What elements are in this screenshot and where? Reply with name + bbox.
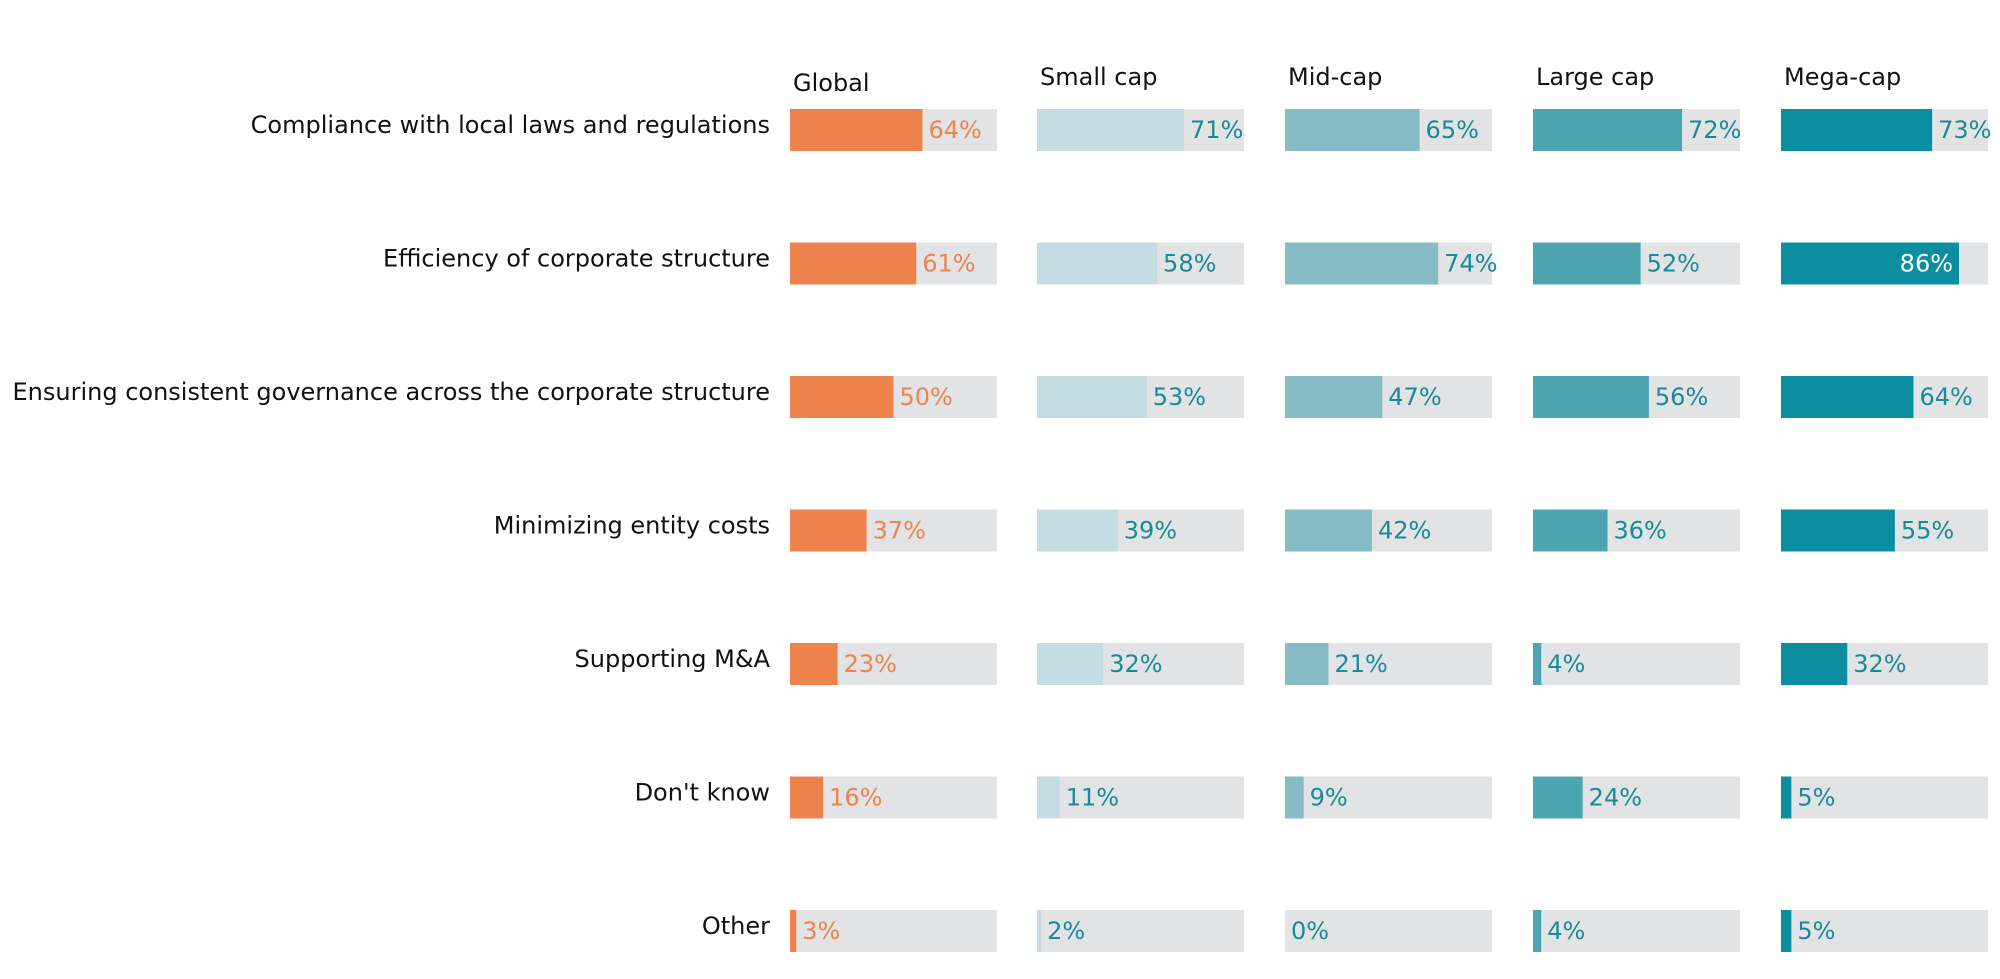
bar-track <box>790 776 997 819</box>
bar-track <box>1037 776 1244 819</box>
data-label: 11% <box>1066 784 1119 812</box>
data-label: 23% <box>844 650 897 678</box>
data-label: 32% <box>1853 650 1906 678</box>
bar-track <box>1781 776 1988 819</box>
bar-track <box>1285 776 1492 819</box>
data-label: 37% <box>873 517 926 545</box>
bar-track <box>1533 910 1740 952</box>
row-labels: Compliance with local laws and regulatio… <box>13 111 771 940</box>
bar <box>790 376 894 418</box>
panel-mega-cap: Mega-cap 73% 86% 64% 55% 32% 5% 5% <box>1781 63 1991 952</box>
bar <box>1781 376 1914 418</box>
data-label: 56% <box>1655 383 1708 411</box>
data-label: 5% <box>1797 784 1835 812</box>
bar <box>1533 776 1583 819</box>
category-label: Ensuring consistent governance across th… <box>13 378 770 406</box>
bar <box>1781 509 1895 552</box>
data-label: 74% <box>1444 250 1497 278</box>
data-label: 39% <box>1124 517 1177 545</box>
bar <box>790 643 838 685</box>
bar <box>1781 242 1960 285</box>
bar <box>790 910 797 952</box>
data-label: 36% <box>1614 517 1667 545</box>
bar-track <box>1781 910 1988 952</box>
bar <box>1037 242 1158 285</box>
bar <box>1285 776 1304 819</box>
series-header: Mega-cap <box>1784 63 1901 91</box>
data-label: 53% <box>1153 383 1206 411</box>
bar <box>1533 910 1542 952</box>
category-label: Efficiency of corporate structure <box>383 245 770 273</box>
data-label: 72% <box>1688 116 1741 144</box>
data-label: 86% <box>1900 250 1953 278</box>
bar <box>1533 376 1649 418</box>
bar <box>1037 776 1060 819</box>
data-label: 55% <box>1901 517 1954 545</box>
bar <box>1037 643 1104 685</box>
panel-global: Global 64% 61% 50% 37% 23% 16% 3% <box>790 69 997 952</box>
category-label: Other <box>702 912 770 940</box>
bar <box>1285 643 1329 685</box>
panel-large-cap: Large cap 72% 52% 56% 36% 4% 24% 4% <box>1533 63 1741 952</box>
data-label: 64% <box>1919 383 1972 411</box>
bar-track <box>790 910 997 952</box>
category-label: Don't know <box>635 779 770 807</box>
bar-track <box>1037 910 1244 952</box>
data-label: 2% <box>1047 917 1085 945</box>
data-label: 5% <box>1797 917 1835 945</box>
bar <box>790 109 923 151</box>
bar <box>1781 643 1848 685</box>
bar <box>1533 509 1608 552</box>
data-label: 64% <box>928 116 981 144</box>
data-label: 24% <box>1589 784 1642 812</box>
bar <box>1037 509 1118 552</box>
bar <box>1781 109 1933 151</box>
category-label: Minimizing entity costs <box>494 512 770 540</box>
data-label: 4% <box>1547 917 1585 945</box>
data-label: 50% <box>900 383 953 411</box>
data-label: 0% <box>1291 917 1329 945</box>
data-label: 65% <box>1426 116 1479 144</box>
bar <box>1533 643 1542 685</box>
panels: Global 64% 61% 50% 37% 23% 16% 3% Small cap 71% 58… <box>790 63 1991 952</box>
data-label: 4% <box>1547 650 1585 678</box>
data-label: 9% <box>1310 784 1348 812</box>
data-label: 58% <box>1163 250 1216 278</box>
series-header: Large cap <box>1536 63 1654 91</box>
data-label: 42% <box>1378 517 1431 545</box>
data-label: 3% <box>802 917 840 945</box>
data-label: 16% <box>829 784 882 812</box>
bar <box>790 242 917 285</box>
bar <box>1285 242 1439 285</box>
bar <box>1533 242 1641 285</box>
bar <box>1285 376 1383 418</box>
data-label: 32% <box>1109 650 1162 678</box>
category-label: Supporting M&A <box>575 645 771 673</box>
panel-small-cap: Small cap 71% 58% 53% 39% 32% 11% 2% <box>1037 63 1244 952</box>
bar <box>1781 776 1792 819</box>
series-header: Global <box>793 69 870 97</box>
bar <box>790 509 867 552</box>
data-label: 71% <box>1190 116 1243 144</box>
bar <box>1285 509 1372 552</box>
bar <box>1285 109 1420 151</box>
data-label: 21% <box>1334 650 1387 678</box>
panel-mid-cap: Mid-cap 65% 74% 47% 42% 21% 9% 0% <box>1285 63 1498 952</box>
series-header: Small cap <box>1040 63 1157 91</box>
data-label: 61% <box>922 250 975 278</box>
bar <box>1533 109 1683 151</box>
series-header: Mid-cap <box>1288 63 1382 91</box>
bar <box>1037 376 1147 418</box>
bar <box>1781 910 1792 952</box>
bar <box>1037 910 1042 952</box>
data-label: 47% <box>1388 383 1441 411</box>
category-label: Compliance with local laws and regulatio… <box>251 111 770 139</box>
bar <box>1037 109 1184 151</box>
bar-track <box>1285 910 1492 952</box>
data-label: 73% <box>1938 116 1991 144</box>
data-label: 52% <box>1647 250 1700 278</box>
bar-track <box>1533 643 1740 685</box>
bar <box>790 776 824 819</box>
